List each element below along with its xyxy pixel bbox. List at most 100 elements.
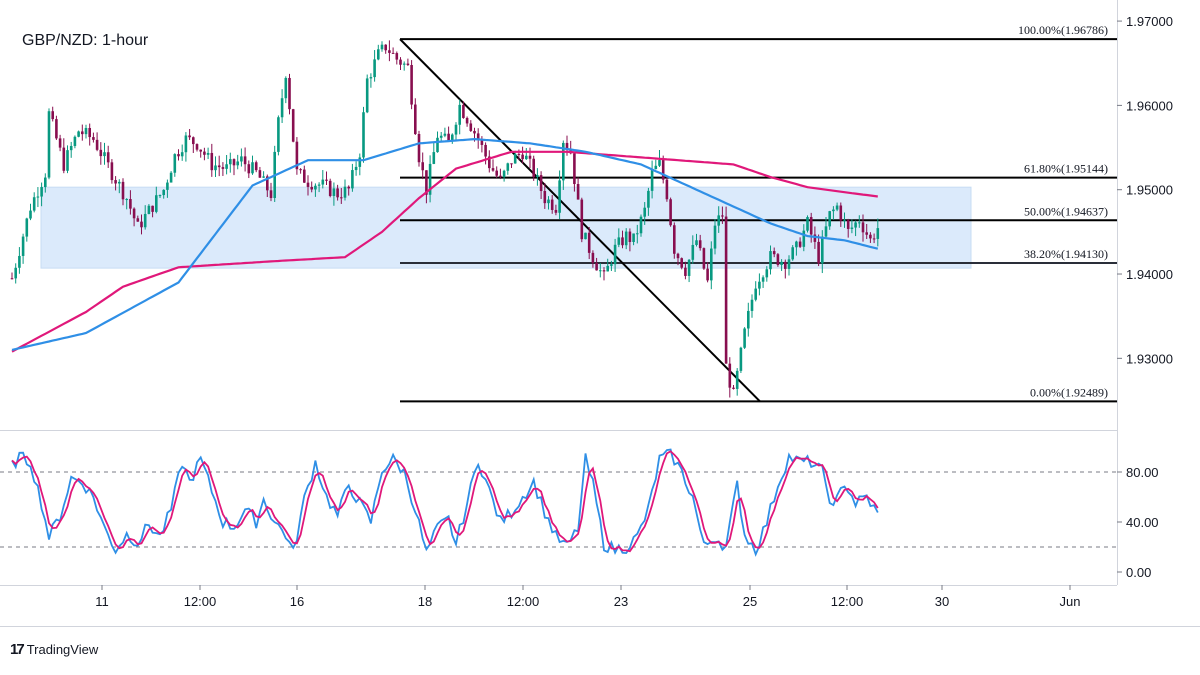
candle <box>602 267 606 281</box>
candle-body <box>650 169 654 191</box>
candle <box>155 186 158 214</box>
candle <box>502 169 506 182</box>
candle <box>354 161 358 176</box>
candle-body <box>525 155 528 160</box>
candle <box>539 171 543 200</box>
moving-average-slow <box>11 150 878 353</box>
candle <box>591 250 595 268</box>
candle-body <box>724 216 728 364</box>
candle-body <box>843 220 846 222</box>
candle-body <box>447 133 450 141</box>
candle-body <box>573 153 576 185</box>
candle-body <box>121 181 125 200</box>
candle <box>247 160 251 179</box>
trend-line[interactable] <box>399 38 761 403</box>
candle-body <box>414 104 417 135</box>
candle <box>317 182 321 193</box>
tradingview-logo[interactable]: 17 TradingView <box>10 641 98 658</box>
candle-body <box>750 299 754 311</box>
candle <box>872 233 876 244</box>
candle <box>584 232 587 240</box>
candle <box>525 147 528 160</box>
candle-body <box>36 196 40 198</box>
candle-body <box>476 133 480 140</box>
candle-body <box>728 363 732 388</box>
candle-body <box>151 205 154 212</box>
candle <box>192 136 195 153</box>
candle-body <box>832 209 835 212</box>
candle-body <box>865 232 868 235</box>
candle <box>702 247 706 270</box>
candle <box>747 302 750 337</box>
candle-body <box>99 149 103 157</box>
candle-body <box>351 170 354 189</box>
time-axis: 11 12:00 16 18 12:00 23 25 12:00 30 Jun <box>95 585 1080 609</box>
candle <box>428 155 432 203</box>
candle <box>513 150 517 164</box>
candle <box>147 204 151 215</box>
candle <box>184 132 188 162</box>
candle <box>454 122 458 140</box>
candle <box>351 163 354 192</box>
candle <box>743 327 746 349</box>
candle <box>258 166 262 178</box>
candle <box>29 203 32 221</box>
candle-body <box>188 135 191 138</box>
candle-body <box>114 180 117 184</box>
candle-body <box>77 131 80 137</box>
candle <box>832 206 835 220</box>
candle-body <box>254 162 258 171</box>
candle-body <box>462 104 465 118</box>
candle-body <box>521 154 524 160</box>
candle <box>232 158 236 176</box>
candle <box>550 195 554 214</box>
candle-body <box>761 277 765 282</box>
candle <box>684 261 687 280</box>
candle <box>639 214 643 237</box>
candle-body <box>303 169 306 183</box>
candle <box>62 138 66 174</box>
candle-body <box>661 160 665 180</box>
candle <box>798 237 802 249</box>
candle <box>99 142 103 165</box>
candle <box>669 197 672 227</box>
candle-body <box>14 267 17 279</box>
candle-body <box>488 156 491 169</box>
candle-body <box>536 175 539 177</box>
candle <box>40 182 43 207</box>
candle-body <box>491 168 495 171</box>
candle-body <box>824 226 828 237</box>
candle-body <box>613 244 617 265</box>
candle-body <box>347 186 350 189</box>
candle <box>343 179 347 201</box>
candle <box>358 153 362 176</box>
candle <box>643 202 646 225</box>
candle-body <box>610 264 613 266</box>
candle-body <box>698 240 702 249</box>
candle <box>225 155 228 175</box>
candle <box>166 179 169 198</box>
candle-body <box>210 152 214 171</box>
candle <box>77 130 80 138</box>
candle-body <box>284 77 288 99</box>
candle <box>402 61 406 71</box>
candle-body <box>373 59 376 78</box>
candle <box>750 294 754 318</box>
candle-body <box>543 191 547 204</box>
candle <box>188 129 191 140</box>
candle-body <box>402 63 406 65</box>
candle-body <box>32 197 36 211</box>
candlestick-series <box>10 40 880 398</box>
candle-body <box>806 217 809 231</box>
candle <box>587 227 591 260</box>
fibonacci-retracement[interactable]: 100.00%(1.96786) 61.80%(1.95144) 50.00%(1.… <box>400 23 1117 403</box>
candle <box>88 123 91 146</box>
candle-body <box>118 181 121 184</box>
candle <box>809 212 813 243</box>
candle <box>336 184 339 201</box>
candle-body <box>817 241 820 264</box>
candle-body <box>10 278 14 280</box>
candle-body <box>73 136 77 146</box>
candle-body <box>110 162 114 181</box>
